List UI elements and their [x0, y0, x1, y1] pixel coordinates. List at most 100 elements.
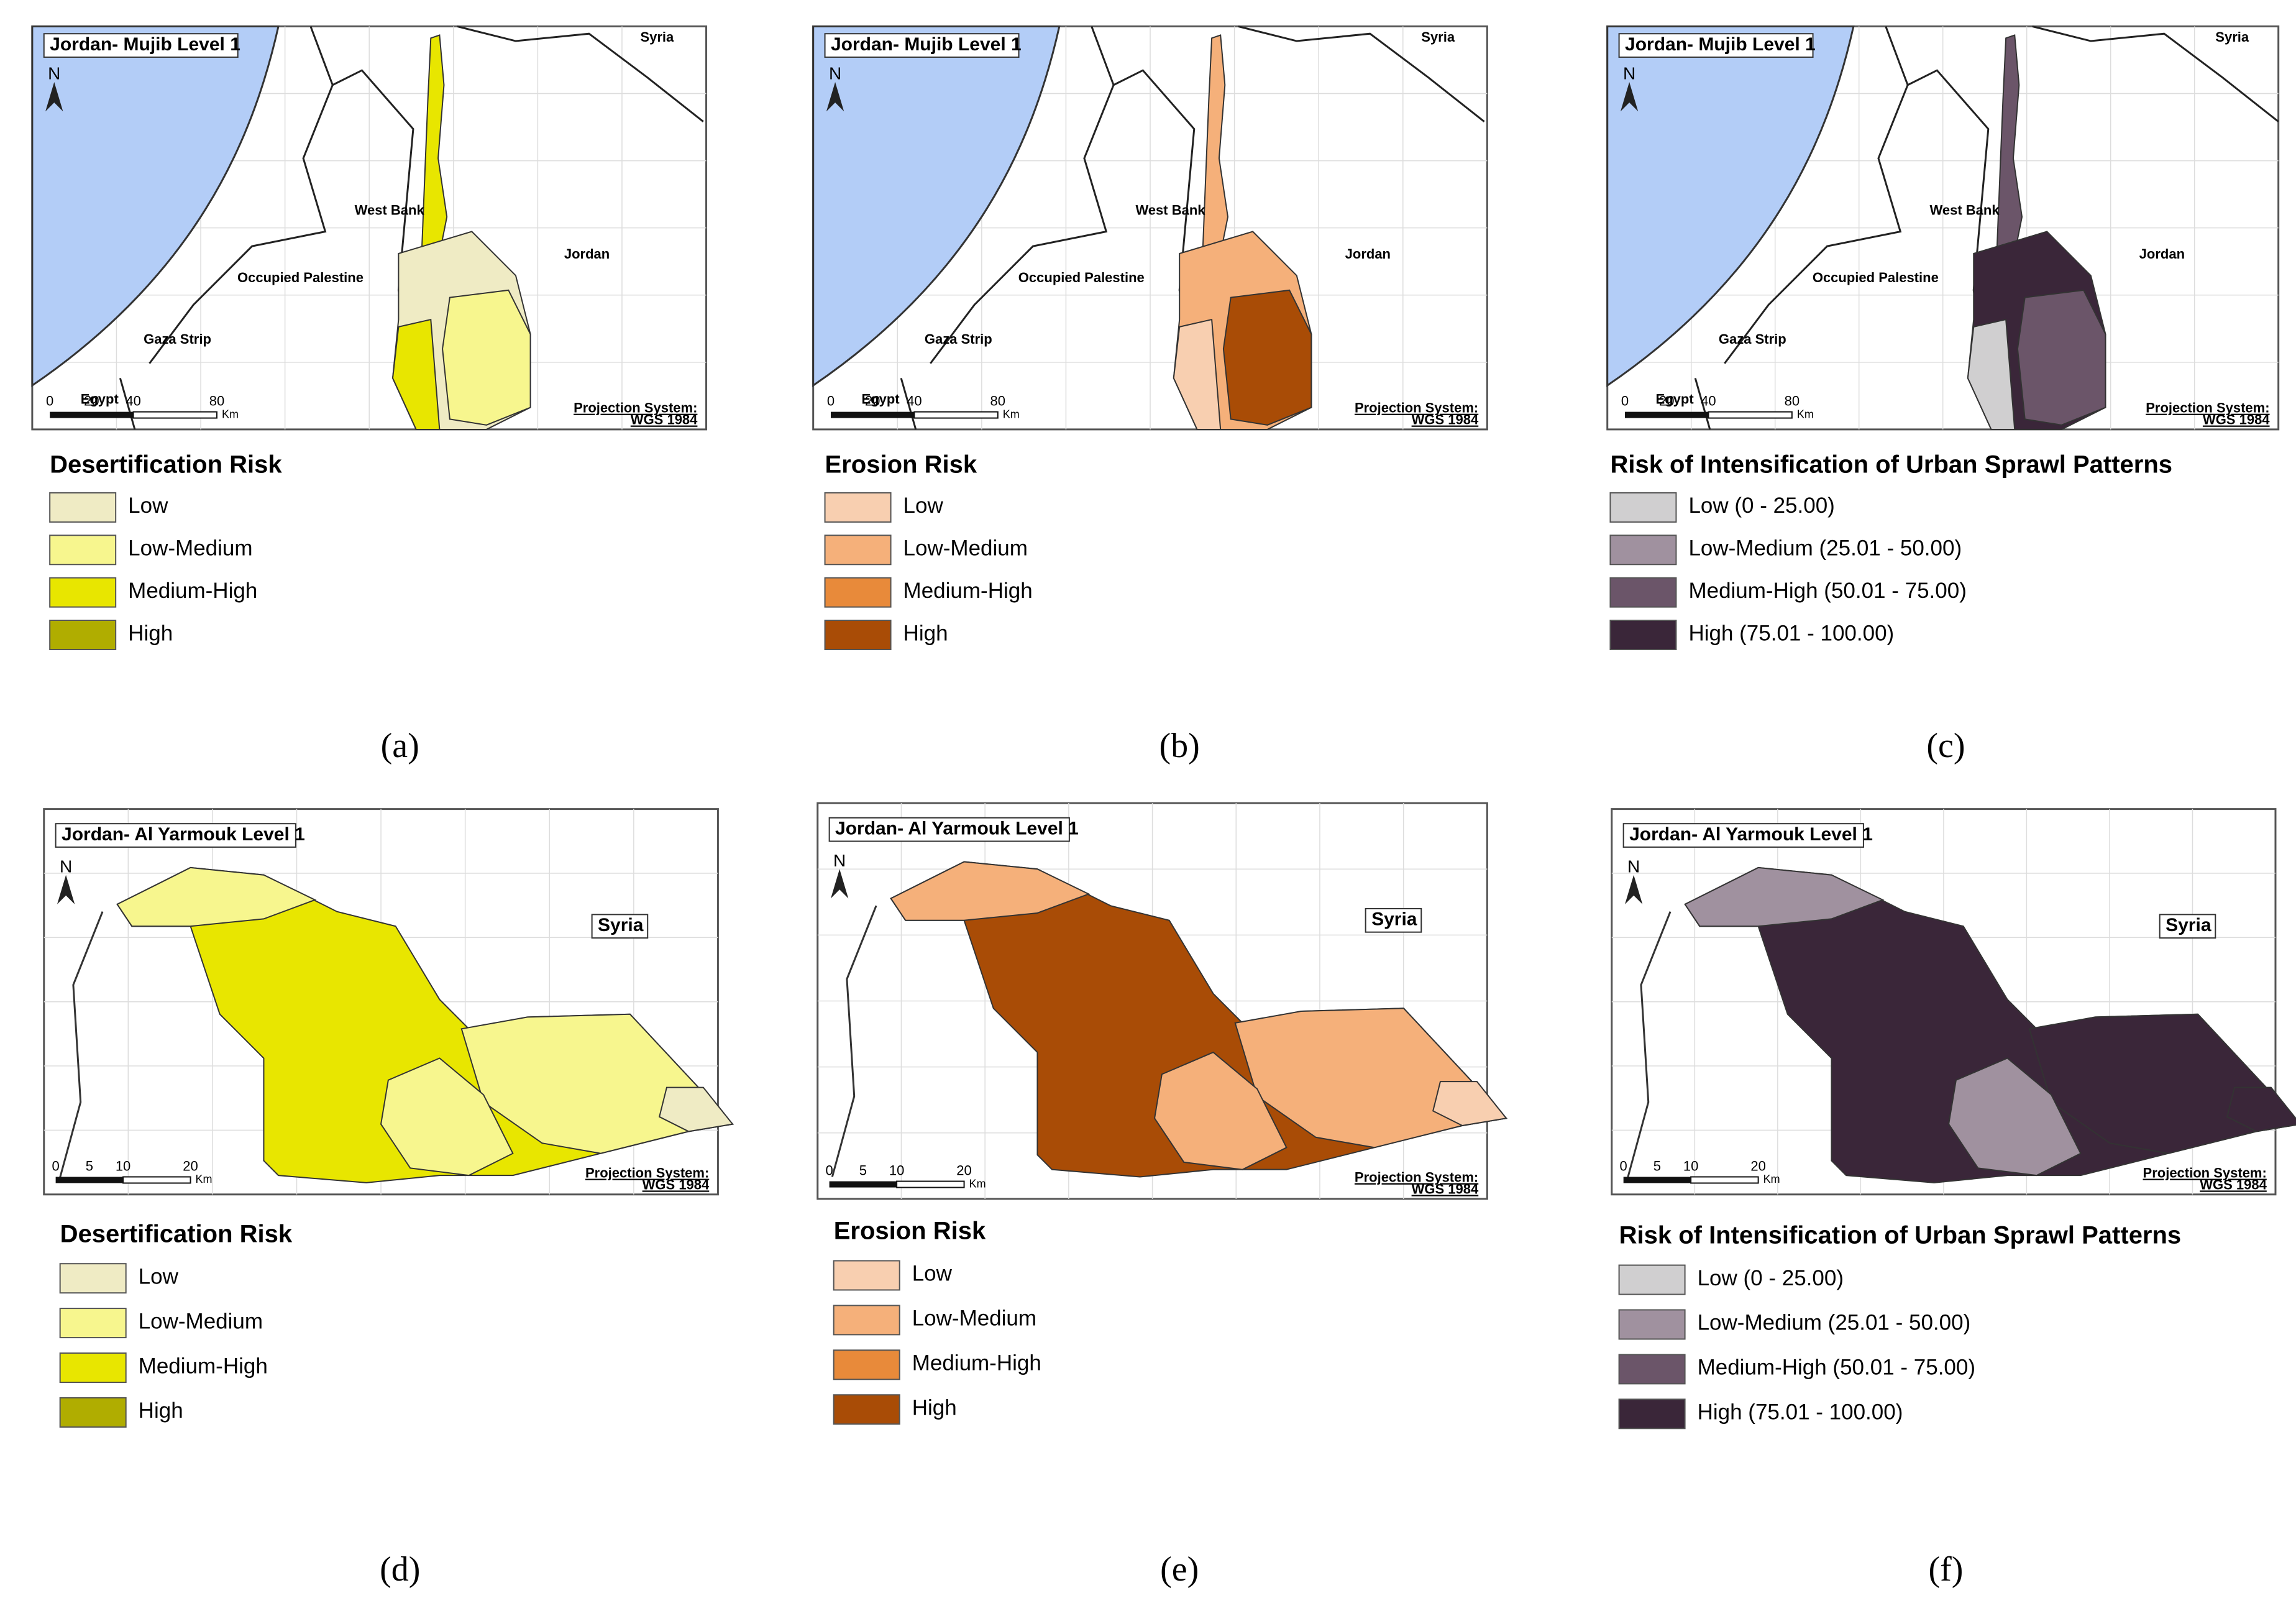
map-panel: Jordan- Mujib Level 1 N Syria West Bank Jord… [812, 25, 1488, 431]
border [119, 377, 136, 430]
map-panel: Jordan- Mujib Level 1 N Syria West Bank Jord… [31, 25, 708, 431]
scale-label: 20 [1750, 1158, 1765, 1173]
region [2226, 1086, 2296, 1132]
scale-label: 10 [889, 1162, 904, 1178]
sea [812, 25, 1061, 387]
legend-label: Low [903, 494, 944, 518]
north-arrow [1620, 82, 1639, 112]
map-panel: Jordan- Al Yarmouk Level 1 N Syria 0 5 10 20Km… [43, 808, 734, 1196]
north-arrow [1625, 875, 1643, 904]
place-label: Gaza Strip [1719, 331, 1786, 347]
place-label: Syria [1371, 909, 1417, 930]
place-label: Occupied Palestine [1813, 270, 1939, 285]
legend-swatch [49, 535, 117, 566]
region [442, 289, 531, 426]
legend-swatch [1609, 577, 1677, 608]
map-title: Jordan- Al Yarmouk Level 1 [62, 824, 305, 845]
scale-label: 40 [1701, 393, 1716, 408]
north-label: N [829, 64, 841, 83]
border [900, 377, 917, 430]
legend-swatch [1609, 535, 1677, 566]
map-title-box [1622, 823, 1864, 848]
legend-swatch [1618, 1354, 1686, 1385]
legend-swatch [59, 1263, 127, 1294]
legend-label: Medium-High [912, 1351, 1041, 1375]
legend-swatch [59, 1352, 127, 1384]
legend-title: Risk of Intensification of Urban Sprawl … [1619, 1222, 2182, 1249]
legend-swatch [833, 1305, 900, 1336]
sea [31, 25, 280, 387]
scale-label: 20 [183, 1158, 198, 1173]
scale-label: 10 [116, 1158, 130, 1173]
scale-unit: Km [1763, 1173, 1780, 1185]
projection-text: Projection System: [2146, 400, 2269, 416]
projection-text: Projection System: [1355, 400, 1478, 416]
scale-bar [1623, 1177, 1691, 1183]
scale-label: 0 [1621, 393, 1629, 408]
scale-bar [913, 411, 999, 419]
legend-label: Low-Medium [912, 1306, 1036, 1331]
legend-label: High (75.01 - 100.00) [1698, 1400, 1903, 1425]
place-label: Jordan [2139, 246, 2185, 262]
map-title: Jordan- Mujib Level 1 [831, 34, 1022, 55]
border [1238, 25, 1485, 122]
legend-title: Erosion Risk [825, 451, 977, 478]
legend-label: Low [139, 1264, 179, 1288]
place-box [591, 914, 649, 939]
north-label: N [1627, 856, 1640, 876]
legend-swatch [1618, 1264, 1686, 1295]
panel-caption: (d) [380, 1550, 420, 1589]
legend-label: Low-Medium (25.01 - 50.00) [1698, 1311, 1971, 1335]
scale-bar [896, 1180, 965, 1188]
map-title: Jordan- Mujib Level 1 [50, 34, 240, 55]
north-arrow [45, 82, 63, 112]
region [658, 1086, 734, 1132]
map-panel: Jordan- Al Yarmouk Level 1 N Syria 0 5 10 20Km… [1611, 808, 2296, 1196]
place-label: Jordan [564, 246, 610, 262]
legend-swatch [49, 620, 117, 651]
scale-label: 20 [956, 1162, 971, 1178]
legend: Desertification Risk Low Low-Medium Medium-… [49, 451, 282, 651]
scale-label: 40 [126, 393, 140, 408]
legend-label: Low (0 - 25.00) [1698, 1266, 1844, 1290]
region [2016, 289, 2106, 426]
scale-bar [830, 411, 915, 418]
scale-bar [132, 411, 217, 419]
legend-label: Medium-High (50.01 - 75.00) [1688, 579, 1966, 603]
region [1967, 318, 2016, 430]
scale-bar [1690, 1176, 1759, 1184]
place-label: West Bank [1929, 202, 2000, 218]
north-arrow [830, 869, 849, 899]
place-box [2159, 914, 2216, 939]
scale-bar [1708, 411, 1793, 419]
legend-swatch [833, 1260, 900, 1291]
border [149, 25, 334, 364]
place-label: Syria [2215, 29, 2249, 45]
map-title-box [824, 33, 1020, 58]
projection-text: Projection System: [585, 1165, 709, 1181]
north-label: N [833, 851, 846, 870]
place-label: Egypt [81, 392, 119, 407]
panel-caption: (e) [1160, 1550, 1199, 1589]
place-label: Egypt [1656, 392, 1695, 407]
border [457, 25, 704, 122]
place-label: Gaza Strip [925, 331, 992, 347]
scale-label: 0 [1620, 1158, 1627, 1173]
legend-label: Medium-High (50.01 - 75.00) [1698, 1356, 1975, 1380]
legend-label: Medium-High [903, 579, 1033, 603]
north-label: N [1623, 64, 1635, 83]
place-label: Syria [598, 915, 644, 935]
place-label: Syria [640, 29, 674, 45]
panel-caption: (b) [1159, 727, 1200, 765]
scale-label: 0 [826, 1162, 833, 1178]
region [380, 1057, 514, 1177]
map-title: Jordan- Mujib Level 1 [1625, 34, 1816, 55]
map-title-box [1618, 33, 1814, 58]
legend-label: High [912, 1395, 957, 1420]
scale-label: 5 [1653, 1158, 1661, 1173]
map-title-box [43, 33, 239, 58]
scale-unit: Km [1797, 408, 1814, 420]
scale-unit: Km [222, 408, 239, 420]
region [421, 34, 448, 247]
region [890, 861, 1091, 921]
